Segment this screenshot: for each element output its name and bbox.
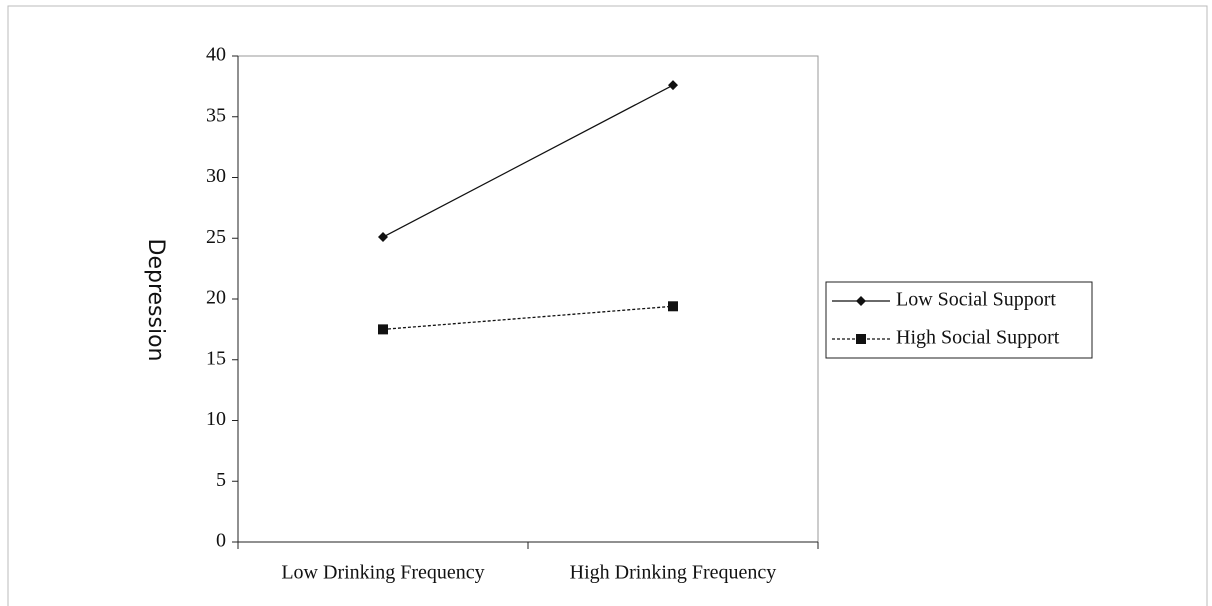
y-axis-label: Depression xyxy=(143,239,168,362)
y-tick-label: 5 xyxy=(216,469,226,491)
marker-square xyxy=(856,334,866,344)
y-tick-label: 35 xyxy=(206,104,226,126)
y-tick-label: 0 xyxy=(216,530,226,552)
y-tick-label: 30 xyxy=(206,165,226,187)
y-tick-label: 40 xyxy=(206,44,226,66)
marker-diamond xyxy=(856,296,866,306)
marker-diamond xyxy=(668,80,678,91)
plot-frame xyxy=(237,55,819,543)
y-tick-label: 20 xyxy=(206,287,226,309)
marker-square xyxy=(668,301,678,312)
figure-border xyxy=(7,5,1208,606)
legend-label: Low Social Support xyxy=(896,289,1056,311)
y-tick-label: 25 xyxy=(206,226,226,248)
marker-diamond xyxy=(378,232,388,243)
y-tick-label: 15 xyxy=(206,347,226,369)
series-line xyxy=(382,305,674,331)
x-tick-label: Low Drinking Frequency xyxy=(281,562,484,584)
legend-label: High Social Support xyxy=(896,327,1060,349)
marker-square xyxy=(378,324,388,335)
y-tick-label: 10 xyxy=(206,408,226,430)
x-tick-label: High Drinking Frequency xyxy=(570,562,777,584)
legend-box xyxy=(825,281,1093,359)
series-line xyxy=(382,84,674,238)
